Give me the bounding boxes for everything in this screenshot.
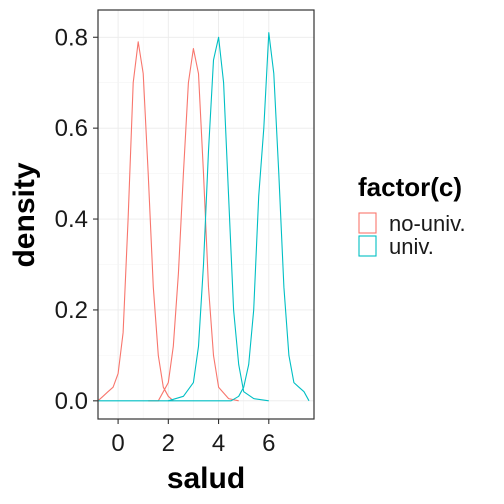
x-axis-title: salud (167, 462, 245, 495)
density-line (168, 36, 269, 402)
legend: factor(c) no-univ.univ. (358, 172, 466, 259)
y-axis-title: density (8, 162, 41, 267)
density-line (98, 32, 310, 402)
y-tick-label: 0.2 (55, 297, 88, 324)
x-tick-label: 2 (162, 430, 175, 457)
legend-key (358, 212, 377, 234)
series-lines (97, 32, 310, 402)
y-tick-label: 0.8 (55, 24, 88, 51)
y-tick-label: 0.6 (55, 115, 88, 142)
y-tick-label: 0.0 (55, 388, 88, 415)
legend-entries: no-univ.univ. (358, 211, 466, 259)
x-tick-label: 4 (212, 430, 225, 457)
axis-ticks: 0 2 4 6 0.0 0.2 0.4 0.6 0.8 (55, 24, 276, 457)
legend-key (358, 235, 377, 257)
y-tick-label: 0.4 (55, 206, 88, 233)
x-tick-label: 6 (262, 430, 275, 457)
x-tick-label: 0 (111, 430, 124, 457)
density-line (148, 48, 239, 402)
panel-border (97, 9, 315, 420)
density-line (97, 41, 174, 402)
legend-label: univ. (389, 234, 434, 259)
legend-title: factor(c) (358, 172, 462, 202)
legend-label: no-univ. (389, 211, 466, 236)
